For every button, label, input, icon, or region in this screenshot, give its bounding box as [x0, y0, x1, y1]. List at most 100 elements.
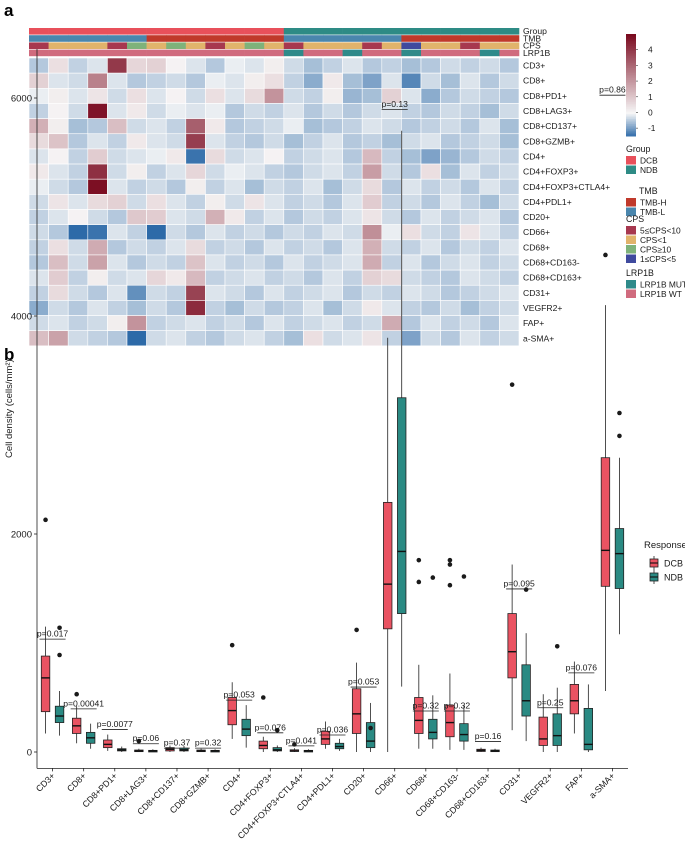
heatmap-cell — [244, 88, 265, 104]
heatmap-cell — [185, 284, 206, 301]
annotation-cell-lrp1b — [264, 49, 285, 57]
colorbar-segment — [626, 86, 636, 89]
heatmap-cell — [244, 239, 265, 256]
heatmap-row-label: CD4+ — [523, 151, 545, 161]
heatmap-cell — [244, 133, 265, 150]
heatmap-cell — [479, 224, 500, 241]
legend-swatch — [626, 245, 636, 254]
heatmap-cell — [283, 88, 304, 104]
heatmap-cell — [165, 163, 187, 180]
annotation-cell-lrp1b — [166, 49, 187, 57]
annotation-cell-tmb — [107, 35, 128, 42]
heatmap-row-label: CD20+ — [523, 212, 550, 222]
heatmap-cell — [185, 57, 206, 74]
heatmap-cell — [440, 284, 461, 301]
heatmap-row-label: CD4+FOXP3+CTLA4+ — [523, 182, 610, 192]
heatmap-cell — [361, 284, 383, 301]
heatmap-cell — [361, 163, 383, 180]
heatmap-cell — [165, 118, 187, 135]
outlier-point — [554, 643, 560, 649]
y-tick-label: 2000 — [11, 530, 32, 541]
heatmap-cell — [205, 133, 226, 150]
heatmap-cell — [185, 118, 206, 135]
annotation-cell-cps — [225, 42, 245, 49]
heatmap-cell — [224, 224, 245, 241]
heatmap-cell — [205, 163, 226, 180]
heatmap-cell — [224, 269, 245, 286]
heatmap-cell — [87, 315, 108, 331]
pvalue-label: p=0.036 — [317, 725, 349, 735]
colorbar-segment — [626, 120, 636, 123]
annotation-cell-lrp1b — [381, 49, 402, 57]
heatmap-cell — [420, 315, 441, 331]
colorbar-segment — [626, 56, 636, 59]
colorbar-segment — [626, 113, 636, 117]
colorbar-segment — [626, 51, 636, 54]
heatmap-cell — [165, 133, 187, 150]
heatmap-cell — [107, 133, 128, 150]
outlier-point — [260, 695, 266, 700]
heatmap-cell — [185, 72, 206, 89]
heatmap-cell — [224, 315, 245, 331]
annotation-cell-cps — [323, 42, 343, 49]
heatmap-cell — [459, 254, 481, 271]
legend-label: NDB — [664, 573, 683, 583]
heatmap-cell — [283, 239, 304, 256]
heatmap-row-label: CD8+GZMB+ — [523, 136, 575, 146]
heatmap-cell — [361, 194, 383, 210]
heatmap-cell — [381, 209, 402, 225]
legend-title-group: Group — [626, 144, 651, 154]
heatmap-cell — [244, 178, 265, 195]
heatmap-cell — [67, 315, 89, 331]
heatmap-cell — [146, 330, 167, 347]
heatmap-cell — [165, 57, 187, 74]
outlier-point — [509, 382, 515, 387]
heatmap-cell — [126, 254, 147, 271]
outlier-point — [368, 725, 373, 731]
colorbar-tick-label: 0 — [648, 107, 653, 117]
heatmap-cell — [322, 103, 343, 119]
annotation-cell-cps — [29, 42, 49, 49]
colorbar-segment — [626, 44, 636, 47]
heatmap-cell — [205, 315, 226, 331]
heatmap-cell — [48, 284, 69, 301]
annotation-cell-lrp1b — [303, 49, 324, 57]
heatmap-cell — [440, 178, 461, 195]
heatmap-cell — [303, 254, 324, 271]
heatmap-cell — [342, 103, 363, 119]
colorbar-segment — [626, 100, 636, 103]
heatmap-cell — [185, 209, 206, 225]
annotation-cell-lrp1b — [87, 49, 108, 57]
heatmap-cell — [303, 300, 324, 316]
heatmap-cell — [342, 178, 363, 195]
colorbar-tick-label: 2 — [648, 76, 653, 86]
heatmap-cell — [342, 209, 363, 225]
heatmap-cell — [48, 178, 69, 195]
heatmap-cell — [205, 239, 226, 256]
heatmap-cell — [48, 194, 69, 210]
annotation-cell-tmb — [87, 35, 108, 42]
heatmap-cell — [263, 118, 285, 135]
colorbar-segment — [626, 117, 636, 120]
heatmap-cell — [479, 239, 500, 256]
annotation-cell-lrp1b — [225, 49, 245, 57]
heatmap-cell — [440, 148, 461, 165]
heatmap-cell — [107, 269, 128, 286]
heatmap-cell — [67, 57, 89, 74]
heatmap-cell — [107, 194, 128, 210]
heatmap-cell — [87, 57, 108, 74]
heatmap-cell — [479, 330, 500, 347]
annotation-cell-group — [87, 28, 108, 35]
legend-label: 1≤CPS<5 — [640, 254, 676, 264]
heatmap-cell — [440, 133, 461, 150]
heatmap-cell — [440, 57, 461, 74]
heatmap-cell — [401, 133, 422, 150]
legend-label: LRP1B MUT — [640, 280, 685, 290]
heatmap-cell — [361, 103, 383, 119]
heatmap-cell — [146, 88, 167, 104]
outlier-point — [447, 562, 453, 567]
heatmap-cell — [420, 178, 441, 195]
heatmap-cell — [342, 194, 363, 210]
heatmap-cell — [303, 224, 324, 241]
heatmap-cell — [459, 330, 481, 347]
